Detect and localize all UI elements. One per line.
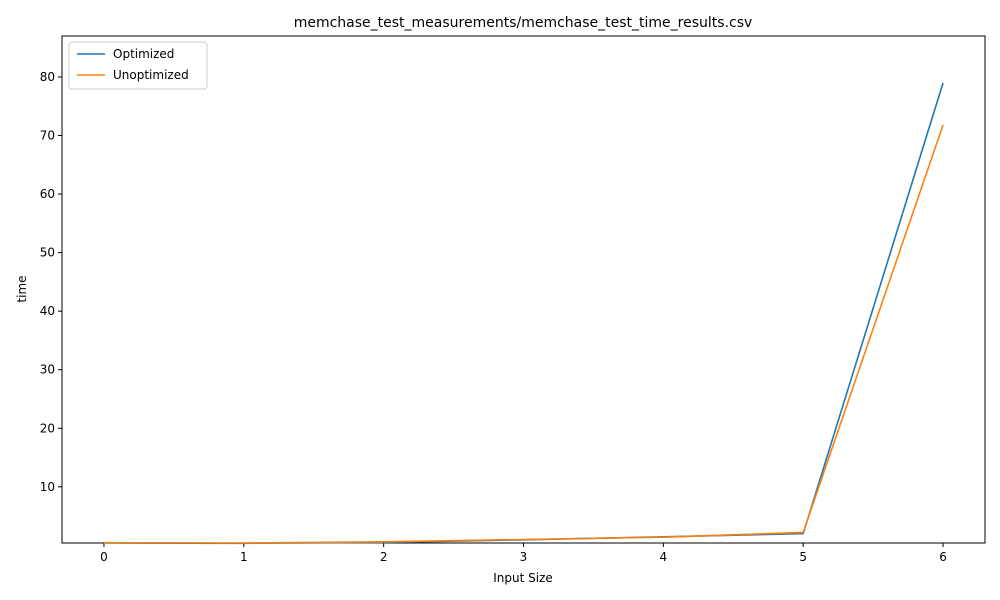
y-axis-label: time (15, 275, 29, 302)
legend: Optimized Unoptimized (68, 41, 208, 90)
x-tick-label: 2 (380, 550, 388, 564)
x-tick-label: 3 (520, 550, 528, 564)
plot-frame (61, 35, 986, 544)
x-tick-label: 1 (240, 550, 248, 564)
y-tick-label: 50 (40, 246, 55, 260)
y-tick-label: 70 (40, 129, 55, 143)
y-tick-label: 80 (40, 70, 55, 84)
y-tick-label: 10 (40, 480, 55, 494)
x-axis-label: Input Size (493, 571, 553, 585)
x-tick-label: 6 (939, 550, 947, 564)
y-axis: 10 20 30 40 50 60 70 80 (40, 70, 62, 494)
y-tick-label: 60 (40, 187, 55, 201)
y-tick-label: 40 (40, 304, 55, 318)
x-axis: 0 1 2 3 4 5 6 (100, 543, 947, 564)
x-tick-label: 0 (100, 550, 108, 564)
x-tick-label: 5 (799, 550, 807, 564)
series-line-unoptimized (103, 124, 944, 544)
y-tick-label: 30 (40, 363, 55, 377)
x-tick-label: 4 (660, 550, 668, 564)
y-tick-label: 20 (40, 421, 55, 435)
chart-title: memchase_test_measurements/memchase_test… (294, 15, 753, 31)
plot-area (61, 35, 986, 544)
series-lines (103, 82, 944, 545)
series-line-optimized (103, 82, 944, 545)
legend-label-optimized: Optimized (113, 47, 174, 61)
legend-label-unoptimized: Unoptimized (113, 68, 189, 82)
